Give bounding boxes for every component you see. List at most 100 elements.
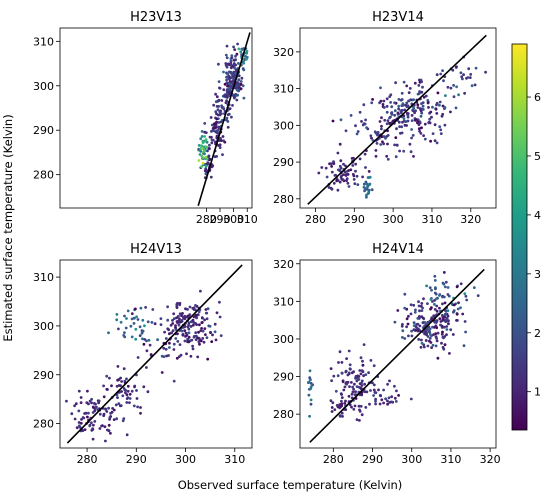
data-point: [472, 286, 476, 289]
data-point: [234, 93, 238, 96]
data-point: [347, 371, 351, 375]
data-point: [204, 172, 208, 176]
data-point: [344, 399, 347, 403]
x-tick-label: 320: [460, 213, 481, 226]
data-point: [463, 320, 467, 323]
data-point: [199, 329, 203, 333]
data-point: [224, 64, 228, 67]
data-point: [362, 374, 365, 378]
data-point: [211, 126, 215, 130]
data-point: [418, 315, 422, 319]
data-point: [126, 309, 130, 313]
data-point: [328, 162, 331, 166]
data-point: [398, 149, 401, 153]
data-point: [413, 118, 417, 122]
data-point: [332, 181, 336, 185]
data-point: [347, 394, 351, 398]
data-point: [463, 91, 466, 95]
data-point: [88, 424, 92, 428]
data-point: [235, 68, 238, 72]
data-point: [438, 103, 441, 107]
data-point: [104, 407, 107, 411]
data-point: [93, 402, 96, 405]
data-point: [418, 324, 422, 328]
data-point: [364, 406, 368, 409]
data-point: [367, 170, 371, 173]
data-point: [120, 380, 123, 383]
data-point: [430, 288, 433, 292]
data-point: [185, 315, 189, 319]
data-point: [436, 331, 440, 335]
data-point: [433, 274, 437, 278]
data-point: [189, 354, 193, 358]
data-point: [98, 427, 102, 430]
data-point: [351, 173, 355, 176]
data-point: [410, 329, 413, 333]
data-point: [78, 425, 82, 429]
data-point: [443, 343, 447, 347]
data-point: [221, 135, 225, 138]
data-point: [424, 339, 428, 342]
data-point: [215, 311, 219, 315]
data-point: [378, 120, 382, 123]
data-point: [126, 389, 130, 393]
data-point: [204, 131, 208, 135]
data-point: [384, 136, 387, 140]
data-point: [400, 131, 404, 135]
data-point: [416, 103, 420, 107]
data-point: [208, 143, 211, 147]
data-point: [200, 321, 204, 324]
data-point: [369, 134, 373, 138]
data-point: [455, 319, 458, 322]
data-point: [361, 175, 364, 179]
data-point: [204, 311, 208, 315]
data-point: [476, 294, 480, 297]
data-point: [464, 330, 467, 334]
data-point: [222, 139, 226, 143]
data-point: [181, 312, 184, 315]
data-point: [125, 393, 129, 397]
data-point: [245, 49, 249, 53]
data-point: [409, 312, 413, 316]
data-point: [353, 382, 356, 386]
data-point: [388, 95, 392, 98]
data-point: [393, 320, 397, 324]
data-point: [210, 123, 214, 127]
data-point: [111, 407, 114, 410]
data-point: [393, 113, 396, 117]
data-point: [205, 317, 209, 321]
data-point: [358, 110, 362, 114]
data-point: [309, 387, 312, 391]
data-point: [344, 129, 348, 133]
data-point: [441, 335, 445, 339]
data-point: [361, 359, 364, 363]
data-point: [459, 282, 463, 286]
data-point: [239, 83, 243, 86]
data-point: [232, 76, 236, 80]
data-point: [163, 330, 167, 334]
data-point: [388, 116, 391, 120]
data-point: [461, 77, 464, 81]
subplot-title: H23V14: [372, 10, 424, 25]
data-point: [194, 331, 198, 335]
data-point: [360, 120, 363, 123]
data-point: [204, 308, 208, 311]
data-point: [198, 323, 201, 327]
data-point: [168, 346, 171, 349]
data-point: [196, 355, 200, 359]
data-point: [332, 374, 336, 378]
data-point: [393, 101, 396, 105]
data-point: [359, 386, 363, 390]
data-point: [109, 431, 112, 435]
data-point: [415, 326, 419, 330]
data-point: [204, 155, 208, 159]
data-point: [153, 322, 157, 326]
data-point: [85, 401, 89, 404]
data-point: [356, 130, 360, 133]
data-point: [343, 170, 347, 174]
data-point: [400, 324, 404, 328]
data-point: [200, 165, 204, 169]
data-point: [382, 388, 385, 392]
data-point: [222, 88, 226, 92]
